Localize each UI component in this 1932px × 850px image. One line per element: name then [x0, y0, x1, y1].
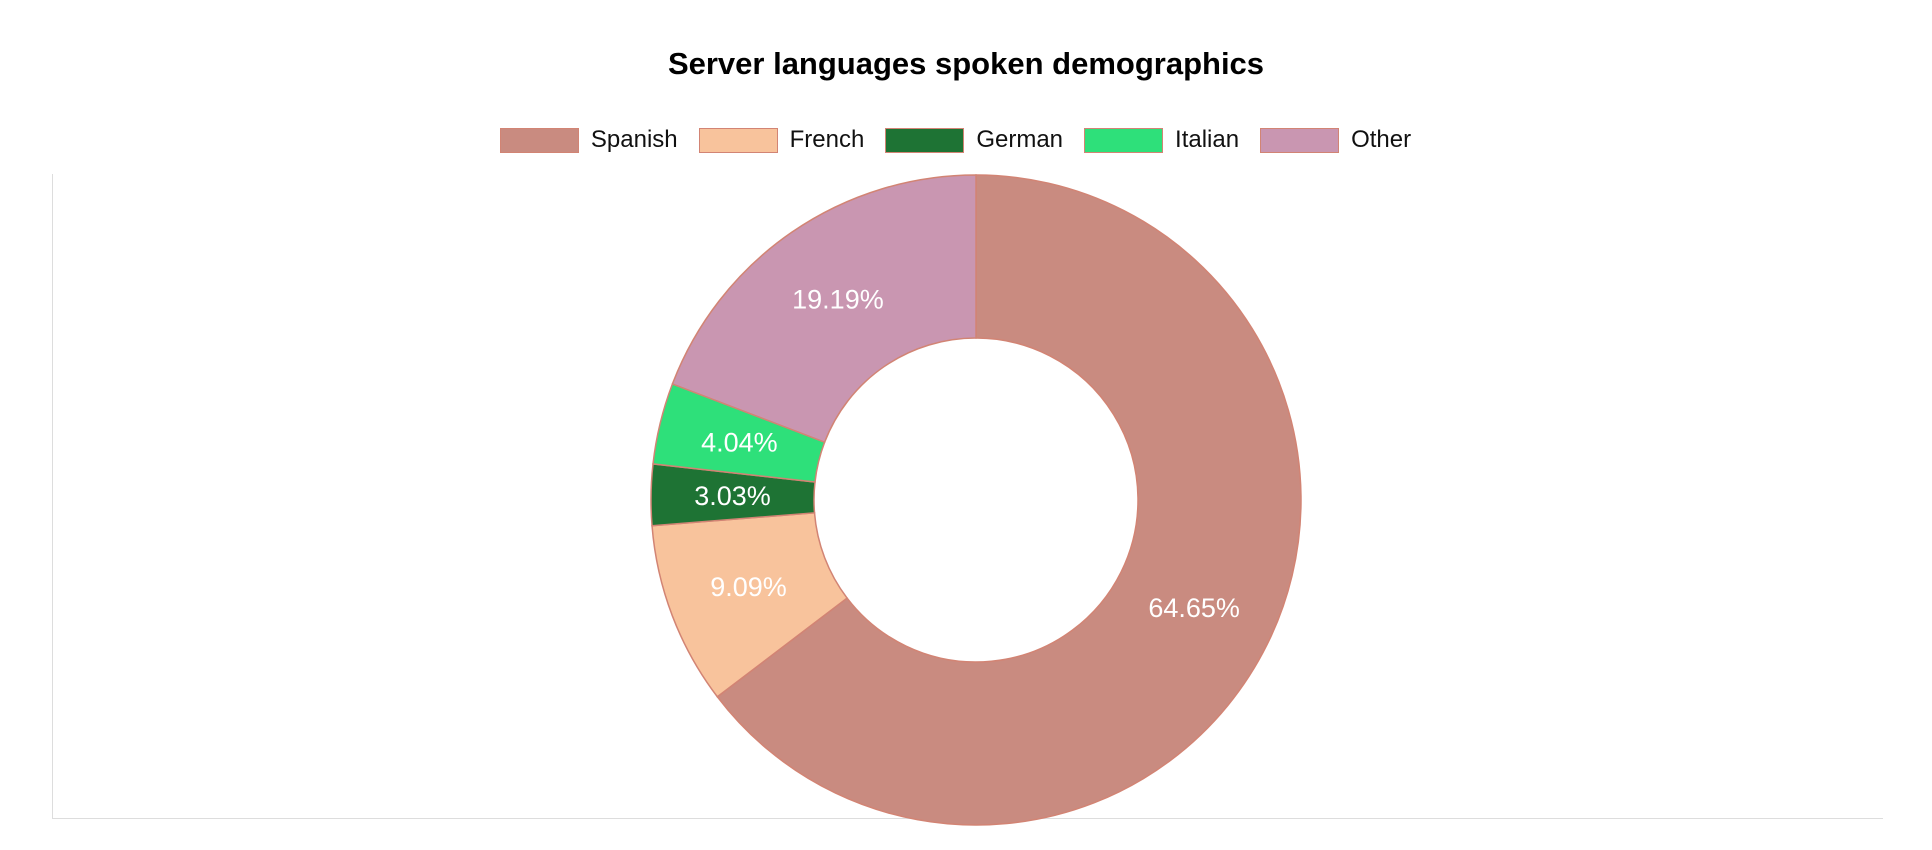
legend-label: Other — [1351, 126, 1412, 153]
legend-item-italian[interactable]: Italian — [1084, 126, 1239, 154]
legend-label: French — [789, 126, 865, 153]
legend-swatch — [885, 127, 965, 153]
legend-item-french[interactable]: French — [698, 126, 865, 154]
legend: Spanish French German Italian Other — [0, 125, 1932, 155]
legend-swatch — [1260, 127, 1340, 153]
legend-item-spanish[interactable]: Spanish — [499, 126, 678, 154]
slice-label-german: 3.03% — [694, 481, 771, 511]
legend-label: Spanish — [590, 126, 678, 153]
slice-other[interactable] — [671, 174, 977, 444]
slice-label-french: 9.09% — [710, 572, 787, 602]
legend-swatch — [499, 127, 579, 153]
slice-label-other: 19.19% — [792, 284, 884, 314]
legend-swatch — [1084, 127, 1164, 153]
legend-label: German — [976, 126, 1064, 153]
slice-label-italian: 4.04% — [701, 428, 778, 458]
slice-spanish[interactable] — [716, 174, 1302, 826]
legend-swatch — [698, 127, 778, 153]
chart-title: Server languages spoken demographics — [667, 46, 1265, 81]
legend-label: Italian — [1175, 126, 1240, 153]
legend-item-other[interactable]: Other — [1260, 126, 1411, 154]
slice-label-spanish: 64.65% — [1148, 593, 1240, 623]
legend-item-german[interactable]: German — [885, 126, 1063, 154]
